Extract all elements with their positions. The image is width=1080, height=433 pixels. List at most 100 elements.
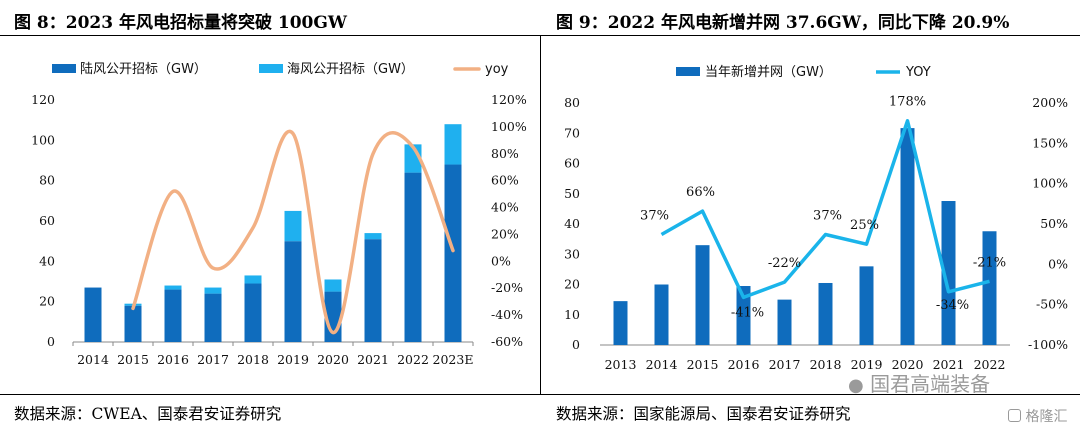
right-x-tick-label: 2017 xyxy=(769,357,801,372)
left-x-tick-label: 2021 xyxy=(357,352,389,367)
right-y2-tick-label: -50% xyxy=(1036,297,1068,312)
right-yoy-data-label: -41% xyxy=(731,305,764,320)
left-y2-tick-label: -60% xyxy=(491,334,523,349)
right-y-tick-label: 70 xyxy=(564,125,580,140)
left-x-tick-label: 2016 xyxy=(157,352,189,367)
legend-new-grid-label: 当年新增并网（GW） xyxy=(705,64,832,80)
legend-onshore-label: 陆风公开招标（GW） xyxy=(80,61,207,77)
left-x-tick-label: 2023E xyxy=(433,352,474,367)
left-onshore-bar xyxy=(164,289,182,342)
right-y-tick-label: 40 xyxy=(564,216,580,231)
right-grid-connection-bar xyxy=(736,286,751,345)
watermark-account: ● 国君高端装备 xyxy=(848,372,991,396)
left-onshore-bar xyxy=(444,164,462,342)
right-yoy-data-label: 37% xyxy=(813,208,842,223)
left-offshore-bar xyxy=(244,275,262,284)
legend-yoy-label: YOY xyxy=(905,65,931,80)
left-onshore-bar xyxy=(364,239,382,342)
right-y-tick-label: 10 xyxy=(564,307,580,322)
right-yoy-data-label: 66% xyxy=(686,185,715,200)
panel-separator xyxy=(540,36,541,394)
left-y-tick-label: 100 xyxy=(31,132,55,147)
right-grid-connection-bar xyxy=(941,201,956,345)
left-onshore-bar xyxy=(284,241,302,342)
left-y2-tick-label: 20% xyxy=(491,226,519,241)
right-y-tick-label: 60 xyxy=(564,156,580,171)
left-y-tick-label: 60 xyxy=(39,213,55,228)
right-yoy-data-label: -22% xyxy=(768,256,801,271)
right-grid-connection-bar xyxy=(695,245,710,345)
right-y-tick-label: 80 xyxy=(564,95,580,110)
right-x-tick-label: 2015 xyxy=(687,357,719,372)
right-grid-connection-bar xyxy=(777,299,792,345)
left-onshore-bar xyxy=(404,172,422,342)
left-x-tick-label: 2022 xyxy=(397,352,429,367)
left-offshore-bar xyxy=(284,210,302,242)
left-x-tick-label: 2019 xyxy=(277,352,309,367)
left-x-tick-label: 2015 xyxy=(117,352,149,367)
right-grid-connection-bar xyxy=(613,301,628,345)
right-yoy-data-label: -21% xyxy=(973,255,1006,270)
right-grid-connection-bar xyxy=(654,284,669,345)
left-y2-tick-label: 100% xyxy=(491,119,527,134)
left-onshore-bar xyxy=(244,283,262,342)
legend-offshore-swatch xyxy=(259,64,283,73)
right-x-tick-label: 2020 xyxy=(892,357,924,372)
left-y-tick-label: 120 xyxy=(31,92,55,107)
left-y2-tick-label: 0% xyxy=(491,253,511,268)
right-source-note: 数据来源：国家能源局、国泰君安证券研究 xyxy=(556,405,851,423)
right-yoy-data-label: 37% xyxy=(640,208,669,223)
left-x-tick-label: 2017 xyxy=(197,352,229,367)
right-y-tick-label: 20 xyxy=(564,277,580,292)
left-y2-tick-label: 120% xyxy=(491,92,527,107)
right-grid-connection-bar xyxy=(900,128,915,345)
right-y2-tick-label: 0% xyxy=(1048,256,1068,271)
left-y2-tick-label: 80% xyxy=(491,146,519,161)
brand-logo-icon xyxy=(1008,409,1021,422)
right-grid-connection-bar xyxy=(859,266,874,345)
left-x-tick-label: 2018 xyxy=(237,352,269,367)
legend-yoy-label: yoy xyxy=(485,62,509,77)
left-offshore-bar xyxy=(164,285,182,290)
left-x-tick-label: 2014 xyxy=(77,352,109,367)
right-y2-tick-label: -100% xyxy=(1028,337,1068,352)
left-chart-title: 图 8：2023 年风电招标量将突破 100GW xyxy=(14,13,347,33)
left-onshore-bar xyxy=(84,287,102,342)
top-rule xyxy=(0,35,1080,36)
right-chart-title: 图 9：2022 年风电新增并网 37.6GW，同比下降 20.9% xyxy=(556,13,1010,33)
right-y2-tick-label: 200% xyxy=(1032,95,1068,110)
right-x-tick-label: 2016 xyxy=(728,357,760,372)
right-x-tick-label: 2021 xyxy=(933,357,965,372)
left-y2-tick-label: -40% xyxy=(491,307,523,322)
left-y-tick-label: 20 xyxy=(39,294,55,309)
bottom-rule xyxy=(0,394,1080,395)
legend-new-grid-swatch xyxy=(676,67,700,76)
right-y2-tick-label: 150% xyxy=(1032,135,1068,150)
right-x-tick-label: 2019 xyxy=(851,357,883,372)
left-y2-tick-label: -20% xyxy=(491,280,523,295)
right-yoy-data-label: 178% xyxy=(889,95,926,110)
wechat-icon: ● xyxy=(848,375,864,396)
right-grid-connection-bar xyxy=(818,282,833,345)
right-yoy-data-label: -34% xyxy=(936,298,969,313)
left-offshore-bar xyxy=(204,287,222,294)
watermark-brand: 格隆汇 xyxy=(1008,406,1067,426)
right-y-tick-label: 30 xyxy=(564,246,580,261)
left-offshore-bar xyxy=(444,124,462,165)
legend-onshore-swatch xyxy=(52,64,76,73)
left-y-tick-label: 40 xyxy=(39,253,55,268)
right-yoy-line xyxy=(660,118,990,300)
right-y2-tick-label: 100% xyxy=(1032,176,1068,191)
right-yoy-data-label: 25% xyxy=(850,218,879,233)
right-y-tick-label: 50 xyxy=(564,186,580,201)
right-x-tick-label: 2022 xyxy=(974,357,1006,372)
left-y-tick-label: 0 xyxy=(47,334,55,349)
left-source-note: 数据来源：CWEA、国泰君安证券研究 xyxy=(14,405,282,423)
right-grid-connection-bar xyxy=(982,231,997,345)
left-offshore-bar xyxy=(364,233,382,240)
left-x-tick-label: 2020 xyxy=(317,352,349,367)
left-y2-tick-label: 40% xyxy=(491,200,519,215)
right-x-tick-label: 2013 xyxy=(605,357,637,372)
left-onshore-bar xyxy=(124,305,142,342)
